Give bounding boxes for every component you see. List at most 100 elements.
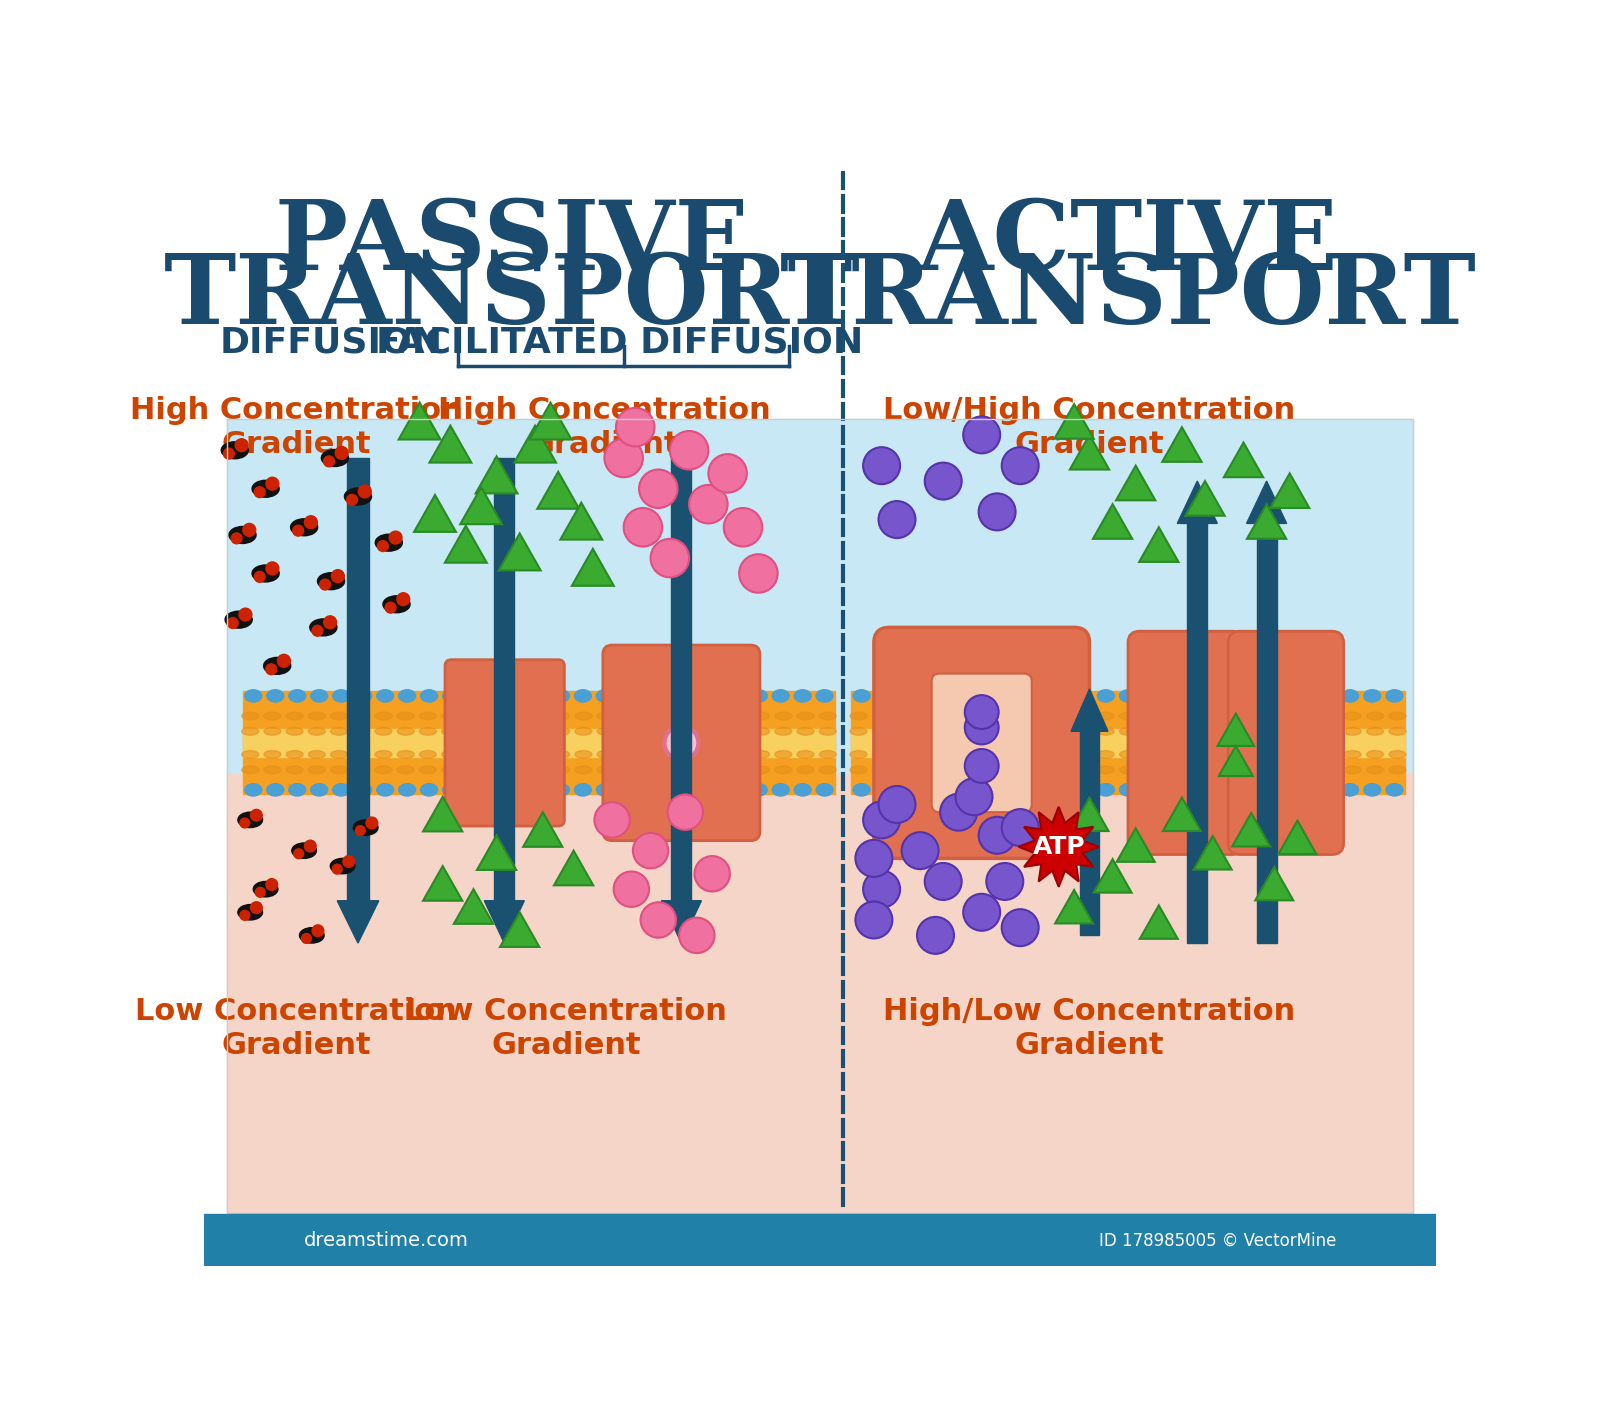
Circle shape [594,803,630,838]
Ellipse shape [1341,784,1358,795]
Polygon shape [422,867,462,901]
Bar [347,458,368,901]
Ellipse shape [850,727,867,736]
Ellipse shape [374,750,392,758]
Circle shape [856,902,893,938]
Ellipse shape [509,766,525,774]
Ellipse shape [574,750,592,758]
Ellipse shape [464,712,480,720]
Ellipse shape [619,750,637,758]
Ellipse shape [597,766,614,774]
Polygon shape [1070,689,1107,731]
Circle shape [664,726,698,760]
Ellipse shape [288,690,306,702]
Ellipse shape [1322,727,1339,736]
Ellipse shape [309,750,325,758]
Ellipse shape [1120,766,1136,774]
Ellipse shape [1253,784,1270,795]
Ellipse shape [1030,784,1048,795]
Ellipse shape [419,712,437,720]
Polygon shape [1070,435,1109,470]
Circle shape [723,508,762,546]
Polygon shape [1256,867,1293,901]
Polygon shape [485,901,525,943]
Bar [851,729,1405,757]
Ellipse shape [984,766,1002,774]
Ellipse shape [352,750,370,758]
Ellipse shape [486,766,502,774]
Ellipse shape [984,712,1002,720]
Circle shape [355,825,365,835]
Bar [672,458,691,901]
Circle shape [251,810,262,821]
Polygon shape [1070,797,1109,831]
Ellipse shape [706,690,723,702]
Polygon shape [1163,797,1202,831]
Ellipse shape [1299,727,1317,736]
Circle shape [254,572,266,582]
Ellipse shape [317,572,344,589]
Ellipse shape [618,690,635,702]
Ellipse shape [486,784,504,795]
Polygon shape [1117,465,1155,501]
FancyBboxPatch shape [1128,632,1243,855]
Ellipse shape [1142,712,1158,720]
Ellipse shape [642,750,659,758]
Ellipse shape [286,727,302,736]
Ellipse shape [1366,750,1384,758]
Ellipse shape [872,766,890,774]
Ellipse shape [1165,727,1181,736]
Ellipse shape [322,450,349,467]
Ellipse shape [797,712,814,720]
Ellipse shape [1165,712,1181,720]
Ellipse shape [917,766,934,774]
Ellipse shape [728,784,746,795]
Ellipse shape [939,712,957,720]
Circle shape [386,602,395,613]
Ellipse shape [1120,750,1136,758]
Bar [227,420,1413,1212]
Ellipse shape [253,565,278,582]
Ellipse shape [984,750,1002,758]
Ellipse shape [352,712,370,720]
Ellipse shape [819,766,837,774]
Bar [227,420,1413,774]
Ellipse shape [574,727,592,736]
Ellipse shape [267,784,283,795]
Ellipse shape [1075,766,1091,774]
Ellipse shape [872,712,890,720]
Ellipse shape [1053,690,1070,702]
Ellipse shape [331,750,347,758]
Circle shape [304,515,317,528]
Ellipse shape [1210,712,1226,720]
Ellipse shape [352,727,370,736]
Ellipse shape [1053,750,1069,758]
Circle shape [902,832,939,869]
Ellipse shape [310,619,338,636]
Ellipse shape [1187,712,1203,720]
Ellipse shape [531,727,547,736]
Ellipse shape [730,727,747,736]
Ellipse shape [709,750,725,758]
Ellipse shape [686,712,702,720]
Ellipse shape [965,690,981,702]
Ellipse shape [640,690,658,702]
Ellipse shape [642,727,659,736]
Ellipse shape [286,766,302,774]
Ellipse shape [730,750,747,758]
Ellipse shape [1008,766,1024,774]
Ellipse shape [1253,690,1270,702]
Polygon shape [501,912,539,946]
Ellipse shape [774,712,792,720]
Circle shape [224,448,234,460]
Circle shape [277,655,290,667]
Ellipse shape [442,712,459,720]
Ellipse shape [686,727,702,736]
Ellipse shape [1254,712,1272,720]
Circle shape [917,916,954,953]
Circle shape [312,925,323,936]
Ellipse shape [486,750,502,758]
Polygon shape [571,549,614,586]
Ellipse shape [253,481,278,497]
Ellipse shape [442,727,459,736]
